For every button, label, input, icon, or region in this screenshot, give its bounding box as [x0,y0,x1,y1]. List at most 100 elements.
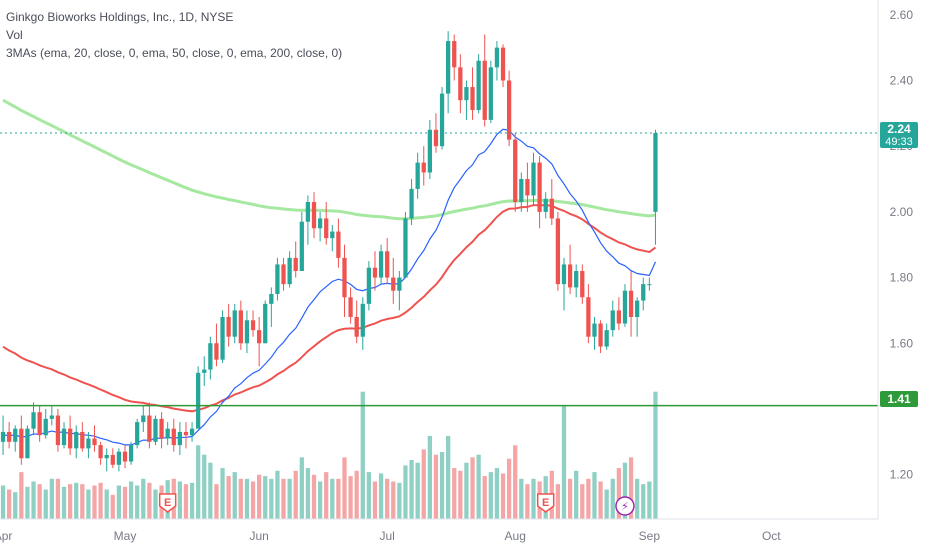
candle-body [543,198,548,212]
earnings-label: E [542,497,549,509]
volume-bar [250,481,256,519]
candle [13,425,18,452]
volume-bar [421,449,426,519]
volume-bar [555,484,561,519]
candle [281,257,286,291]
candle-body [49,415,54,419]
volume-bar [43,489,48,519]
candle [622,284,628,327]
candle [177,422,183,455]
volume-bar [110,494,115,519]
candle-body [567,264,573,288]
candle [525,162,530,212]
candle-body [488,67,493,120]
candle-body [464,87,469,101]
candle-body [287,257,292,285]
candle [342,244,347,317]
legend-moving-averages[interactable]: 3MAs (ema, 20, close, 0, ema, 50, close,… [6,46,343,60]
earnings-badge [536,493,555,513]
candle-body [256,330,262,344]
candle-body [92,438,97,446]
candle-body [574,270,579,288]
guide-layer [0,132,878,407]
candle-body [232,310,237,337]
candle-body [482,60,487,120]
volume-bar [531,478,536,519]
candle-body [470,87,475,111]
volume-layer [0,391,658,519]
volume-bar [317,481,323,519]
ema-20-line [2,128,657,446]
volume-bar [476,454,481,519]
candle-body [330,231,335,239]
candle [189,422,195,442]
volume-bar [189,482,195,519]
candle [250,310,256,337]
volume-bar [336,478,341,519]
candle-body [494,47,500,68]
candle [0,415,6,455]
candle-body [531,162,536,196]
candle-body [476,60,481,111]
candle-body [281,264,286,285]
chart-title[interactable]: Ginkgo Bioworks Holdings, Inc., 1D, NYSE [6,10,234,24]
lightning-icon: ⚡ [621,500,629,513]
candle [555,211,561,291]
candle-body [525,179,530,196]
volume-bar [506,458,512,519]
candle-body [391,277,396,291]
candle [592,316,597,350]
volume-bar [80,484,85,519]
candle-body [299,221,304,271]
candle-body [555,218,561,285]
candle-body [616,310,622,324]
candle [128,441,134,465]
candle-body [537,162,542,212]
candle [183,422,189,449]
candle-body [189,428,195,436]
candle [25,425,30,459]
candle [586,284,591,344]
horizontal-line-value: 1.41 [887,392,911,406]
candle-body [506,80,512,140]
candle-body [647,284,652,286]
candle [482,34,487,127]
candle-body [324,218,329,239]
candle-body [421,162,426,173]
axis-layer: 2.602.402.202.001.801.601.20AprMayJunJul… [0,0,913,543]
candle-body [7,431,12,442]
candle [391,257,396,304]
candle-body [37,412,42,436]
volume-bar [196,445,201,519]
candle [238,300,243,350]
candle [409,179,414,226]
candle [122,445,128,469]
candle [488,60,493,124]
legend-volume[interactable]: Vol [6,28,23,42]
candle-body [98,445,103,459]
candle-body [348,297,353,317]
earnings-marker: E [536,493,555,513]
horizontal-line-tag: 1.41 [880,391,918,407]
candle [305,195,311,245]
candle [74,425,79,459]
volume-bar [598,481,603,519]
candle [531,152,536,206]
candle-body [641,284,646,301]
volume-bar [177,481,183,519]
candle-body [104,454,109,459]
candle-body [67,428,73,449]
volume-bar [580,484,585,519]
candle-body [159,418,164,439]
candle-body [385,251,390,278]
volume-bar [98,482,103,519]
candle [647,277,652,291]
candle [366,261,372,311]
volume-bar [567,478,573,519]
volume-bar [214,484,219,519]
candle-body [397,277,402,291]
volume-bar [574,470,579,519]
candle [147,402,152,449]
